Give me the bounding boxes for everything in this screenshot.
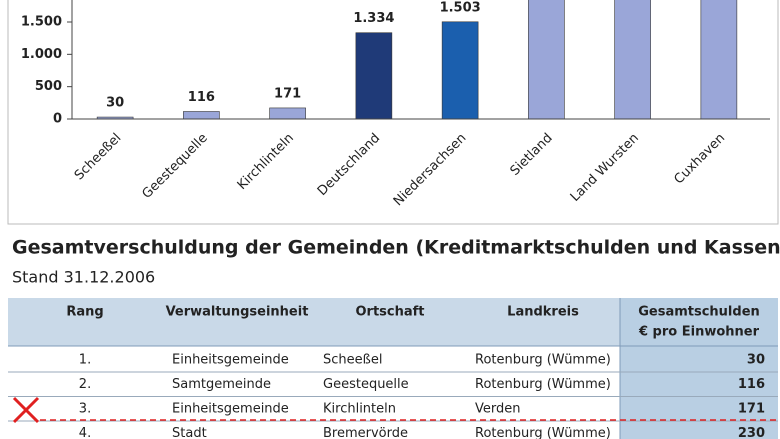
y-tick-label: 0 xyxy=(53,112,62,127)
table-cell: Stadt xyxy=(172,426,207,439)
column-header: Landkreis xyxy=(507,305,579,320)
bar xyxy=(614,0,651,120)
bar xyxy=(183,111,220,120)
column-header: Rang xyxy=(66,305,103,320)
bar xyxy=(700,0,738,120)
plot-area xyxy=(96,0,738,120)
table-cell: 2. xyxy=(79,377,91,392)
bar xyxy=(528,0,565,120)
column-header: Ortschaft xyxy=(355,305,424,320)
table-cell: Geestequelle xyxy=(323,377,409,392)
table-cell: Samtgemeinde xyxy=(172,377,271,392)
y-tick-label: 1.000 xyxy=(21,47,62,62)
table-cell: 171 xyxy=(738,402,765,417)
table-cell: Scheeßel xyxy=(323,353,382,368)
table-cell: Einheitsgemeinde xyxy=(172,353,289,368)
cross-mark xyxy=(12,396,40,424)
chart-frame xyxy=(7,0,779,225)
table-cell: Einheitsgemeinde xyxy=(172,402,289,417)
y-tick-label: 500 xyxy=(35,79,62,94)
bar xyxy=(355,32,393,120)
subtitle: Stand 31.12.2006 xyxy=(12,268,155,287)
table-cell: Verden xyxy=(475,402,521,417)
table-cell: Bremervörde xyxy=(323,426,408,439)
value-label: 30 xyxy=(106,96,124,111)
table-cell: Rotenburg (Wümme) xyxy=(475,353,611,368)
value-label: 1.503 xyxy=(440,0,481,15)
column-header: € pro Einwohner xyxy=(638,325,760,340)
table-cell: 4. xyxy=(79,426,91,439)
column-header: Verwaltungseinheit xyxy=(166,305,309,320)
title: Gesamtverschuldung der Gemeinden (Kredit… xyxy=(12,237,780,259)
y-tick-label: 1.500 xyxy=(21,14,62,29)
value-label: 171 xyxy=(274,86,301,101)
table-cell: Rotenburg (Wümme) xyxy=(475,377,611,392)
value-label: 116 xyxy=(188,90,215,105)
column-header: Gesamtschulden xyxy=(638,305,760,320)
highlight-column xyxy=(620,298,778,439)
table: Rang Verwaltungseinheit Ortschaft Landkreis… xyxy=(8,305,778,439)
bar xyxy=(269,107,306,120)
bar xyxy=(441,21,479,120)
table-cell: 1. xyxy=(79,353,91,368)
table-cell: Kirchlinteln xyxy=(323,402,396,417)
table-cell: 116 xyxy=(738,377,765,392)
table-cell: 3. xyxy=(79,402,91,417)
table-cell: 230 xyxy=(738,426,765,439)
value-label: 1.334 xyxy=(353,11,394,26)
table-cell: 30 xyxy=(747,353,765,368)
table-cell: Rotenburg (Wümme) xyxy=(475,426,611,439)
